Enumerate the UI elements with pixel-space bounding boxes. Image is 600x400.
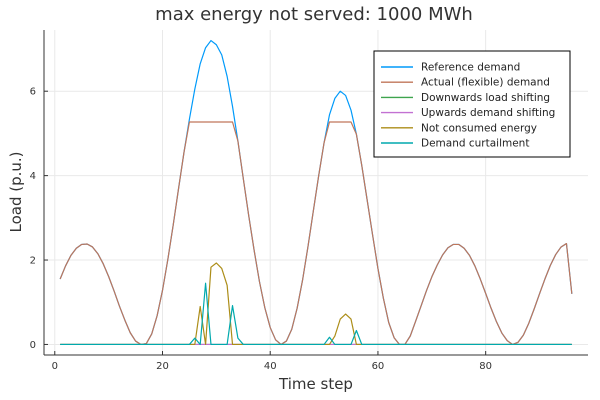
series-group bbox=[59, 39, 573, 346]
x-axis-label: Time step bbox=[278, 375, 353, 393]
y-tick-label: 2 bbox=[30, 256, 36, 267]
y-axis-label: Load (p.u.) bbox=[7, 151, 25, 232]
legend-label-actual-flexible-demand: Actual (flexible) demand bbox=[421, 77, 550, 89]
legend-label-downwards-load-shifting: Downwards load shifting bbox=[421, 92, 550, 104]
legend-label-demand-curtailment: Demand curtailment bbox=[421, 138, 529, 150]
series-line-actual-flexible-demand bbox=[59, 121, 573, 346]
y-tick-label: 4 bbox=[30, 171, 36, 182]
x-tick-label: 80 bbox=[479, 361, 492, 372]
legend: Reference demand Actual (flexible) demand… bbox=[373, 50, 571, 158]
x-tick-label: 20 bbox=[156, 361, 169, 372]
chart-title: max energy not served: 1000 MWh bbox=[155, 4, 473, 25]
axes bbox=[43, 30, 588, 356]
y-tick-label: 6 bbox=[30, 87, 36, 98]
x-tick-label: 40 bbox=[264, 361, 277, 372]
y-tick-label: 0 bbox=[30, 340, 36, 351]
legend-label-reference-demand: Reference demand bbox=[421, 62, 520, 74]
legend-label-upwards-demand-shifting: Upwards demand shifting bbox=[421, 107, 555, 119]
series-line-demand-curtailment bbox=[60, 282, 572, 346]
x-tick-label: 60 bbox=[372, 361, 385, 372]
legend-label-not-consumed-energy: Not consumed energy bbox=[421, 122, 537, 134]
ticks: 0 20 40 60 80 0 2 4 6 bbox=[30, 87, 492, 372]
legend-box bbox=[373, 50, 571, 158]
x-tick-label: 0 bbox=[52, 361, 58, 372]
